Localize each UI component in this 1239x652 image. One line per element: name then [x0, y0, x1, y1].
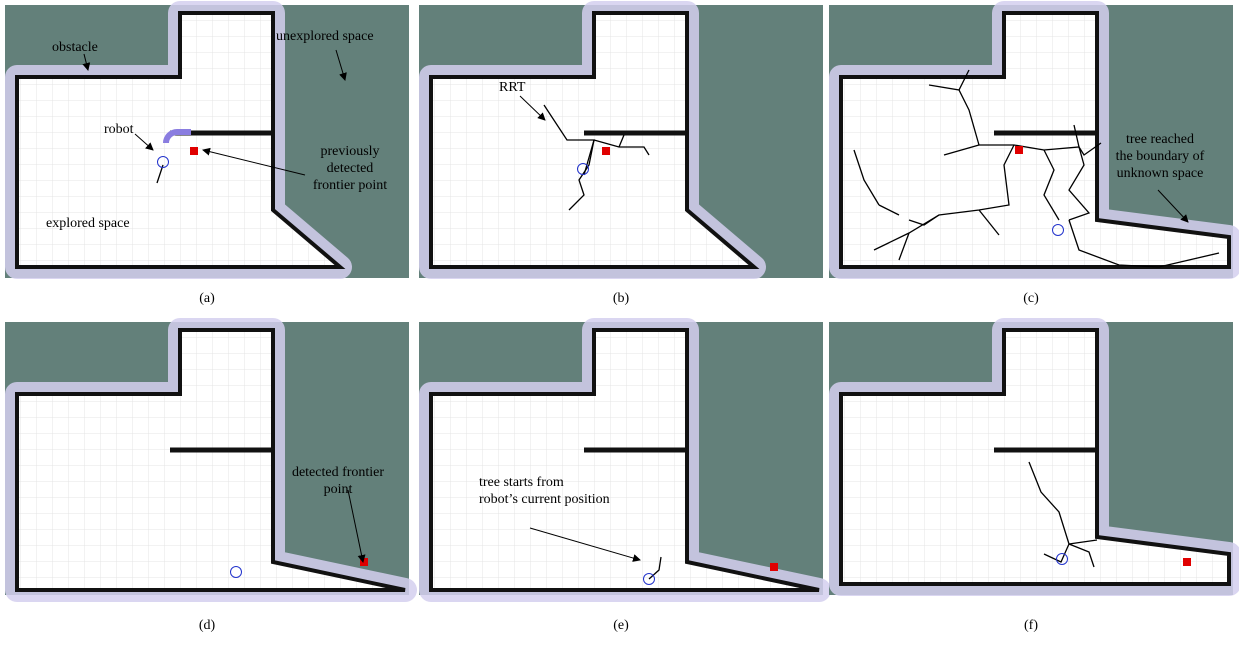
annotation: point [324, 482, 353, 497]
frontier-point [1015, 146, 1023, 154]
annotation: tree starts from [479, 475, 564, 490]
annotation: explored space [46, 216, 130, 231]
caption: (c) [1023, 291, 1039, 306]
annotation: tree reached [1126, 132, 1194, 147]
figure: (a) obstacle unexplored space robot previous… [0, 0, 1239, 652]
annotation: detected [327, 161, 374, 176]
frontier-point [190, 147, 198, 155]
frontier-point [602, 147, 610, 155]
annotation: previously [320, 144, 379, 159]
caption: (b) [613, 291, 630, 306]
annotation: robot’s current position [479, 492, 610, 507]
caption: (d) [199, 618, 216, 633]
annotation: obstacle [52, 40, 98, 55]
annotation: unknown space [1117, 166, 1204, 181]
annotation: the boundary of [1116, 149, 1205, 164]
map-panel [419, 5, 823, 278]
caption: (e) [613, 618, 629, 633]
map-panel [5, 322, 409, 595]
frontier-point [770, 563, 778, 571]
map-panel [829, 322, 1233, 595]
caption: (a) [199, 291, 215, 306]
annotation: detected frontier [292, 465, 384, 480]
caption: (f) [1024, 618, 1038, 633]
annotation: frontier point [313, 178, 387, 193]
annotation: unexplored space [276, 29, 374, 44]
frontier-point [360, 558, 368, 566]
page: {"panels":[ {"caption":"(a)","annotation… [0, 0, 1239, 652]
annotation: RRT [499, 80, 526, 95]
annotation: robot [104, 122, 134, 137]
frontier-point [1183, 558, 1191, 566]
